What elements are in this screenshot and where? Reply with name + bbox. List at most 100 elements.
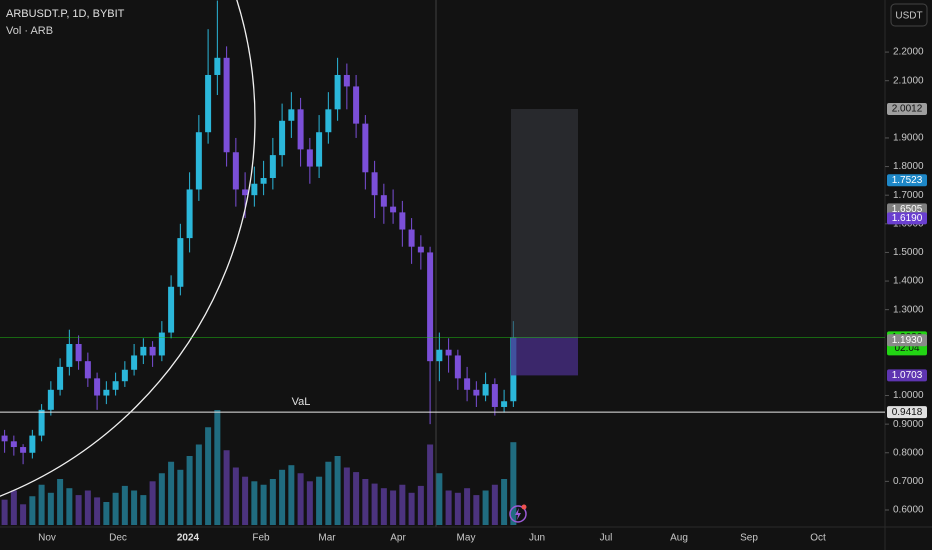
price-tag <box>887 174 927 187</box>
candle-body <box>158 332 165 356</box>
volume-bar <box>38 484 45 525</box>
y-tick-label: 0.7000 <box>893 476 924 487</box>
position-target-zone <box>511 108 578 338</box>
price-tag-label: 1.0703 <box>892 370 923 381</box>
candle-body <box>325 109 332 133</box>
y-tick-label: 1.3000 <box>893 304 924 315</box>
volume-bar <box>20 504 27 525</box>
volume-bar <box>279 469 286 525</box>
price-tag <box>887 212 927 225</box>
x-tick-label: Jun <box>529 533 545 544</box>
price-tag-countdown: 02:04 <box>894 343 919 354</box>
volume-bar <box>454 492 461 525</box>
candle-body <box>353 86 360 124</box>
volume-bar <box>316 476 323 525</box>
candle-body <box>47 389 54 410</box>
candle-body <box>334 74 341 110</box>
candle-body <box>491 384 498 407</box>
y-tick-label: 1.8000 <box>893 161 924 172</box>
candle-body <box>464 378 471 390</box>
x-tick-label: Apr <box>390 533 406 544</box>
candle-body <box>260 178 267 184</box>
y-tick-label: 0.8000 <box>893 447 924 458</box>
circle-drawing <box>0 0 256 497</box>
currency-label[interactable]: USDT <box>895 11 922 22</box>
volume-bar <box>168 461 175 525</box>
x-tick-label: 2024 <box>177 533 200 544</box>
volume-bar <box>1 499 8 525</box>
price-tag-label: 1.6505 <box>892 204 923 215</box>
candle-body <box>195 132 202 190</box>
volume-bar <box>417 485 424 525</box>
candle-body <box>371 172 378 196</box>
candle-body <box>482 384 489 396</box>
volume-bar <box>66 488 73 525</box>
price-tag-label: 1.7523 <box>892 175 923 186</box>
alert-dot <box>521 504 527 510</box>
candle-body <box>242 189 249 196</box>
volume-bar <box>306 481 313 525</box>
candle-body <box>29 435 36 453</box>
candle-body <box>473 389 480 396</box>
volume-bar <box>223 450 230 525</box>
volume-bar <box>214 410 221 525</box>
volume-bar <box>399 484 406 525</box>
chart-title: ARBUSDT.P, 1D, BYBIT <box>6 8 125 20</box>
volume-bar <box>269 479 276 525</box>
price-tag-label: 2.0012 <box>892 104 923 115</box>
candle-body <box>501 401 508 407</box>
alert-icon[interactable] <box>509 505 527 523</box>
volume-bar <box>501 479 508 525</box>
volume-bar <box>57 479 64 525</box>
candle-body <box>297 109 304 150</box>
y-tick-label: 1.0000 <box>893 390 924 401</box>
price-tag <box>887 102 927 115</box>
volume-bar <box>445 490 452 525</box>
volume-bar <box>482 490 489 525</box>
candle-body <box>316 132 323 167</box>
price-tag <box>887 334 927 347</box>
candle-body <box>1 435 8 442</box>
y-tick-label: 0.9000 <box>893 419 924 430</box>
x-tick-label: Sep <box>740 533 758 544</box>
candle-body <box>131 355 138 370</box>
overlay-layer: VaL <box>0 108 885 413</box>
price-tag-label: 0.9418 <box>892 407 923 418</box>
y-tick-label: 1.7000 <box>893 190 924 201</box>
candle-body <box>269 155 276 179</box>
y-tick-label: 1.4000 <box>893 276 924 287</box>
volume-bar <box>232 467 239 525</box>
currency-button[interactable] <box>890 3 928 27</box>
position-stop-zone <box>511 337 578 376</box>
candle-body <box>214 57 221 75</box>
volume-bar <box>464 488 471 525</box>
candle-body <box>66 344 73 367</box>
volume-bar <box>131 490 138 525</box>
candle-body <box>10 441 17 448</box>
volume-bar <box>325 461 332 525</box>
x-tick-label: Dec <box>109 533 127 544</box>
candle-body <box>408 229 415 247</box>
volume-bar <box>121 485 128 525</box>
volume-bar <box>353 472 360 525</box>
volume-bar <box>158 473 165 525</box>
candle-body <box>436 349 443 362</box>
volume-bar <box>94 497 101 525</box>
volume-bar <box>195 444 202 525</box>
indicator-label: Vol · ARB <box>6 25 53 37</box>
price-tag <box>887 406 927 419</box>
volume-bar <box>103 502 110 525</box>
candle-body <box>427 252 434 362</box>
x-tick-label: Aug <box>670 533 688 544</box>
volume-bar <box>510 442 517 525</box>
volume-bar <box>251 481 258 525</box>
candle-body <box>288 109 295 121</box>
candle-body <box>223 57 230 153</box>
y-tick-label: 2.1000 <box>893 75 924 86</box>
x-tick-label: Jul <box>600 533 613 544</box>
volume-bar <box>427 444 434 525</box>
x-tick-label: Feb <box>252 533 270 544</box>
level-label: VaL <box>292 396 311 408</box>
volume-bar <box>473 495 480 525</box>
